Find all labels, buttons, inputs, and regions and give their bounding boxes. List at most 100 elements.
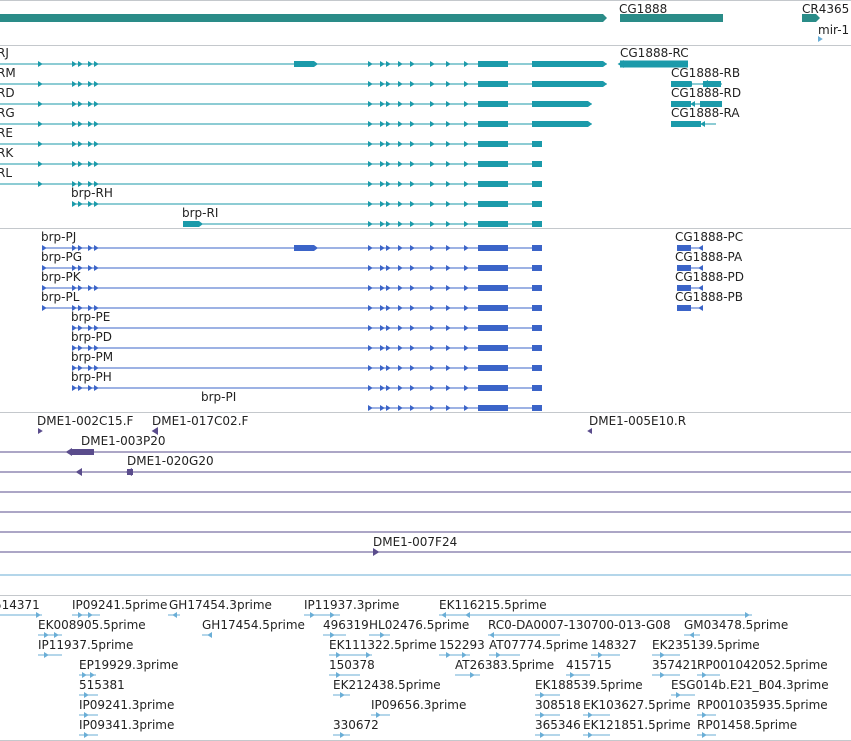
exon-arrow-right[interactable] [464, 345, 469, 351]
exon-block[interactable] [532, 285, 542, 291]
protein-label[interactable]: CG1888-PD [675, 270, 745, 284]
protein-label[interactable]: brp-PH [71, 370, 112, 384]
exon-arrow-right[interactable] [380, 285, 385, 291]
exon-arrow-right[interactable] [368, 181, 373, 187]
exon-arrow-right[interactable] [446, 345, 451, 351]
exon-arrow-right[interactable] [78, 385, 83, 391]
transcript-label[interactable]: RK [0, 146, 14, 160]
exon-arrow-right[interactable] [380, 632, 385, 638]
exon-arrow-right[interactable] [398, 345, 403, 351]
exon-arrow-right[interactable] [310, 612, 315, 618]
est-label[interactable]: IP09656.3prime [371, 698, 467, 712]
exon-block[interactable] [478, 405, 508, 411]
exon-arrow-right[interactable] [386, 245, 391, 251]
exon-block[interactable] [532, 181, 542, 187]
exon-arrow-right[interactable] [88, 365, 93, 371]
exon-arrow-right[interactable] [88, 325, 93, 331]
exon-arrow-right[interactable] [430, 365, 435, 371]
exon-arrow-right[interactable] [94, 305, 99, 311]
exon-arrow-right[interactable] [386, 161, 391, 167]
exon-arrow-right[interactable] [380, 201, 385, 207]
exon-arrow-right[interactable] [368, 161, 373, 167]
est-label[interactable]: IP09341.3prime [79, 718, 175, 732]
exon-arrow-right[interactable] [94, 141, 99, 147]
exon-arrow-right[interactable] [386, 305, 391, 311]
protein-label[interactable]: brp-PG [41, 250, 83, 264]
exon-arrow-right[interactable] [88, 121, 93, 127]
est-label[interactable]: IP11937.3prime [304, 598, 400, 612]
exon-arrow-right[interactable] [78, 305, 83, 311]
est-label[interactable]: 496319 [323, 618, 369, 632]
exon-arrow-right[interactable] [94, 365, 99, 371]
exon-arrow-right[interactable] [386, 285, 391, 291]
exon-arrow-right[interactable] [54, 632, 59, 638]
exon-arrow-right[interactable] [430, 201, 435, 207]
exon-arrow-left[interactable] [441, 612, 446, 618]
exon-arrow-right[interactable] [90, 672, 95, 678]
exon-arrow-right[interactable] [676, 692, 681, 698]
exon-arrow-left[interactable] [207, 632, 212, 638]
exon-arrow-right[interactable] [72, 305, 77, 311]
transcript-label[interactable]: CG1888-RD [671, 86, 742, 100]
exon-arrow-right[interactable] [430, 221, 435, 227]
exon-arrow-right[interactable] [446, 181, 451, 187]
exon-arrow-left[interactable] [698, 305, 703, 311]
exon-arrow-right[interactable] [410, 61, 415, 67]
exon-arrow-right[interactable] [430, 101, 435, 107]
exon-arrow-right[interactable] [94, 345, 99, 351]
exon-arrow-right[interactable] [446, 652, 451, 658]
est-label[interactable]: RC0-DA0007-130700-013-G08 [488, 618, 671, 632]
est-label[interactable]: AT26383.5prime [455, 658, 555, 672]
exon-arrow-right[interactable] [540, 712, 545, 718]
protein-label[interactable]: brp-PL [41, 290, 80, 304]
exon-block[interactable] [700, 101, 722, 107]
exon-arrow-right[interactable] [78, 285, 83, 291]
exon-arrow-right[interactable] [410, 325, 415, 331]
exon-arrow-right[interactable] [464, 201, 469, 207]
exon-arrow-right[interactable] [38, 181, 43, 187]
exon-block[interactable] [671, 81, 691, 87]
exon-arrow-right[interactable] [94, 181, 99, 187]
exon-arrow-right[interactable] [430, 81, 435, 87]
protein-label[interactable]: brp-PK [41, 270, 81, 284]
protein-label[interactable]: brp-PD [71, 330, 112, 344]
exon-arrow-right[interactable] [410, 305, 415, 311]
exon-block[interactable] [532, 305, 542, 311]
exon-arrow-right[interactable] [42, 245, 47, 251]
exon-block[interactable] [532, 365, 542, 371]
est-label[interactable]: GM03478.5prime [684, 618, 789, 632]
exon-block[interactable] [478, 365, 508, 371]
exon-block[interactable] [671, 101, 691, 107]
clone-label[interactable]: DME1-020G20 [127, 454, 214, 468]
exon-arrow-right[interactable] [380, 365, 385, 371]
exon-arrow-right[interactable] [702, 712, 707, 718]
exon-arrow-right[interactable] [368, 325, 373, 331]
exon-arrow-right[interactable] [570, 672, 575, 678]
exon-block[interactable] [478, 245, 508, 251]
transcript-label[interactable]: brp-RH [71, 186, 113, 200]
exon-arrow-right[interactable] [660, 652, 665, 658]
exon-block[interactable] [532, 101, 592, 107]
exon-block[interactable] [532, 405, 542, 411]
exon-block[interactable] [532, 81, 607, 87]
transcript-label[interactable]: CG1888-RB [671, 66, 741, 80]
exon-arrow-right[interactable] [380, 161, 385, 167]
est-label[interactable]: EK111322.5prime [329, 638, 437, 652]
exon-arrow-right[interactable] [446, 265, 451, 271]
exon-arrow-right[interactable] [446, 325, 451, 331]
exon-arrow-right[interactable] [78, 612, 83, 618]
exon-arrow-right[interactable] [78, 81, 83, 87]
exon-arrow-right[interactable] [72, 201, 77, 207]
est-label[interactable]: RP01458.5prime [697, 718, 798, 732]
exon-arrow-right[interactable] [38, 161, 43, 167]
exon-arrow-right[interactable] [496, 652, 501, 658]
exon-arrow-right[interactable] [84, 692, 89, 698]
exon-arrow-right[interactable] [464, 61, 469, 67]
exon-block[interactable] [532, 141, 542, 147]
exon-arrow-right[interactable] [430, 305, 435, 311]
exon-arrow-left[interactable] [700, 121, 705, 127]
exon-block[interactable] [532, 161, 542, 167]
clone-label[interactable]: DME1-005E10.R [589, 414, 687, 428]
est-label[interactable]: 308518 [535, 698, 581, 712]
exon-arrow-right[interactable] [386, 221, 391, 227]
